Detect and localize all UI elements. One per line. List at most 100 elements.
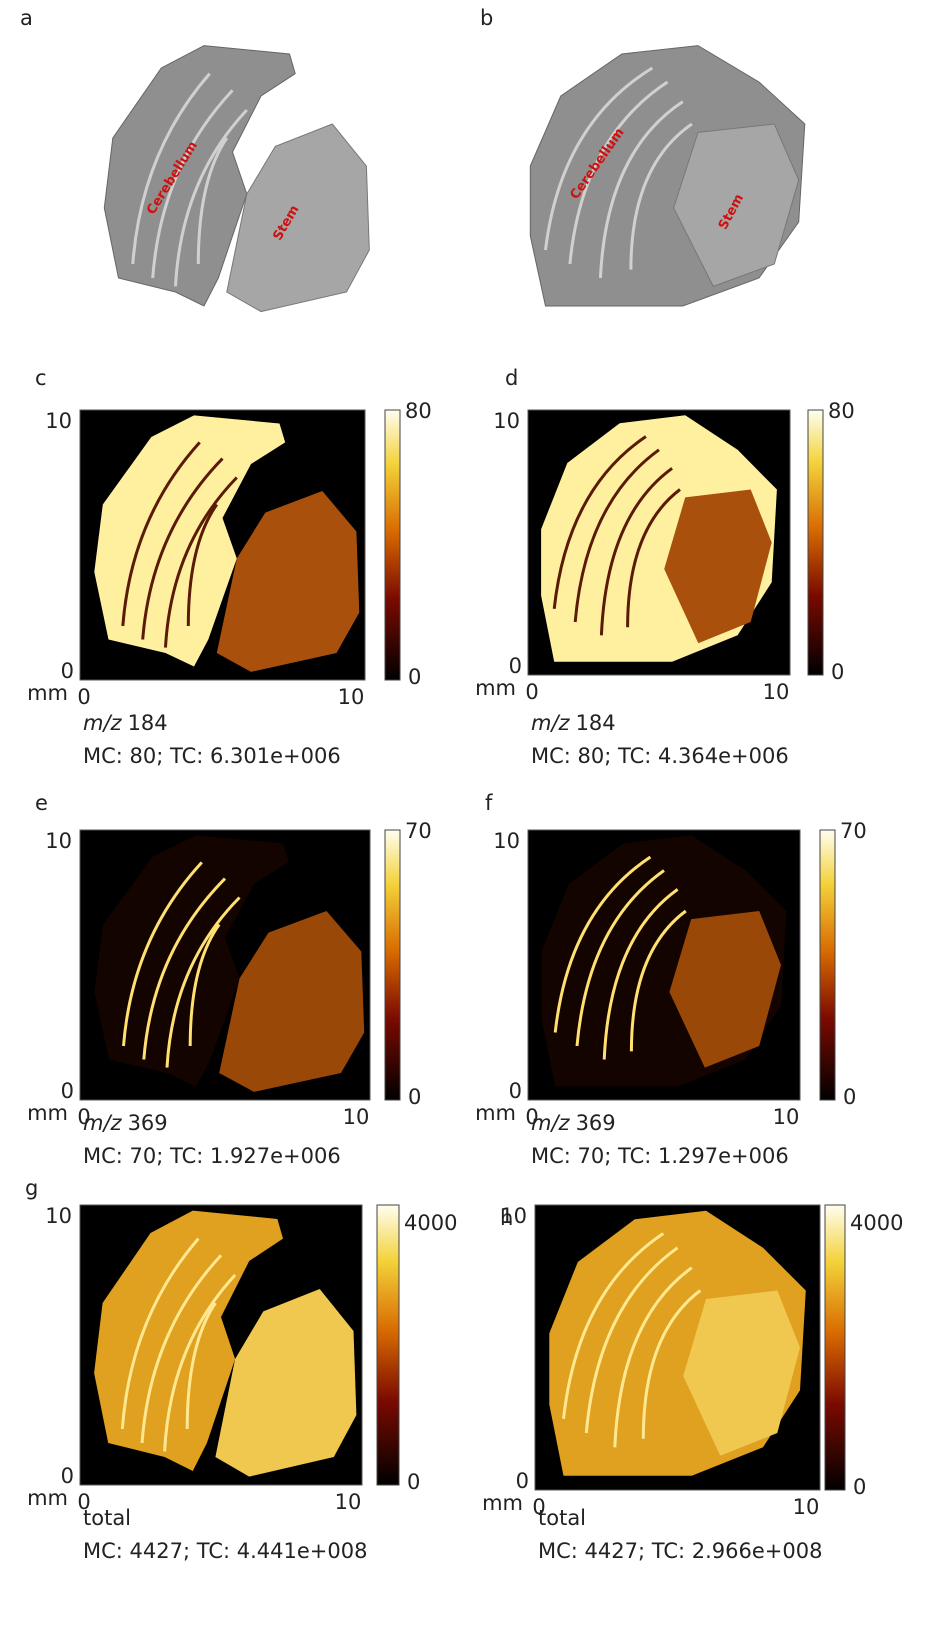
ion-label: m/z 184 [83, 711, 168, 735]
ion-label-value: 184 [576, 711, 616, 735]
panel-letter: h [500, 1206, 513, 1230]
tissue-stem [216, 491, 360, 672]
unit-label: mm [27, 681, 68, 705]
y-tick-label: 10 [45, 1204, 72, 1228]
y-tick-label: 10 [45, 829, 72, 853]
tissue-fold [141, 457, 224, 640]
tissue-stem [673, 123, 800, 288]
x-tick-label: 10 [343, 1105, 370, 1129]
colorbar [819, 829, 836, 1101]
tissue-fold [626, 488, 681, 628]
tissue-fold [185, 1302, 217, 1430]
colorbar [807, 409, 824, 676]
tissue-fold [544, 66, 654, 251]
x-tick-label: 0 [525, 680, 538, 704]
tissue-fold [186, 503, 219, 627]
tissue-fold [122, 861, 203, 1047]
ion-label-italic: m/z [531, 711, 571, 735]
panel-letter: c [35, 366, 47, 390]
colorbar-max: 80 [828, 399, 855, 423]
tissue-fold [552, 435, 647, 609]
ion-label-italic: m/z [83, 1111, 123, 1135]
ion-label: m/z 369 [83, 1111, 168, 1135]
x-tick-label: 10 [793, 1495, 820, 1519]
colorbar [384, 409, 401, 681]
tissue-fold [568, 80, 669, 265]
x-tick-label: 10 [763, 680, 790, 704]
ion-stats: MC: 80; TC: 4.364e+006 [531, 744, 789, 768]
tissue-fold [613, 1266, 693, 1448]
ion-stats: MC: 80; TC: 6.301e+006 [83, 744, 341, 768]
unit-label: mm [475, 1101, 516, 1125]
tissue-fold [602, 888, 679, 1060]
colorbar [824, 1204, 846, 1491]
tissue-fold [121, 441, 201, 627]
ion-label-value: total [538, 1506, 586, 1530]
x-tick-label: 0 [525, 1105, 538, 1129]
ion-label-italic: m/z [83, 711, 123, 735]
colorbar-min: 0 [408, 665, 421, 689]
y-tick-label: 0 [509, 1079, 522, 1103]
ion-label: m/z 369 [531, 1111, 616, 1135]
colorbar-min: 0 [853, 1475, 866, 1499]
tissue-fold [553, 855, 652, 1033]
ion-stats: MC: 70; TC: 1.927e+006 [83, 1144, 341, 1168]
x-tick-label: 10 [335, 1490, 362, 1514]
ion-label: m/z 184 [531, 711, 616, 735]
tissue-fold [573, 448, 660, 623]
ion-label-value: 184 [128, 711, 168, 735]
tissue-fold [140, 1254, 223, 1444]
tissue-fold [196, 137, 229, 265]
tissue-fold [584, 1246, 679, 1434]
y-tick-label: 10 [493, 409, 520, 433]
tissue-fold [163, 1273, 237, 1452]
tissue-fold [575, 869, 665, 1047]
tissue-fold [562, 1232, 665, 1419]
colorbar-max: 70 [840, 819, 867, 843]
tissue-fold [151, 89, 234, 279]
y-tick-label: 0 [61, 659, 74, 683]
ion-stats: MC: 70; TC: 1.297e+006 [531, 1144, 789, 1168]
unit-label: mm [27, 1486, 68, 1510]
tissue-fold [629, 909, 687, 1052]
colorbar-min: 0 [831, 660, 844, 684]
x-tick-label: 10 [338, 685, 365, 709]
tissue-fold [188, 923, 221, 1047]
panel-letter: a [20, 6, 33, 30]
ion-stats: MC: 4427; TC: 4.441e+008 [83, 1539, 367, 1563]
colorbar-max: 70 [405, 819, 432, 843]
unit-label: mm [27, 1101, 68, 1125]
tissue-stem [664, 489, 772, 644]
panel-letter: e [35, 791, 48, 815]
tissue-fold [142, 877, 227, 1060]
tissue-fold [120, 1237, 200, 1430]
colorbar [384, 829, 401, 1101]
y-tick-label: 10 [45, 409, 72, 433]
ion-label: total [83, 1506, 131, 1530]
tissue-stem [669, 911, 781, 1068]
panel-letter: f [485, 791, 493, 815]
ion-stats: MC: 4427; TC: 2.966e+008 [538, 1539, 822, 1563]
panel-letter: d [505, 366, 518, 390]
x-tick-label: 0 [532, 1495, 545, 1519]
y-tick-label: 10 [500, 1204, 527, 1228]
tissue-stem [683, 1290, 800, 1456]
x-tick-label: 0 [77, 1490, 90, 1514]
tissue-cerebellum [94, 835, 289, 1087]
y-tick-label: 0 [509, 654, 522, 678]
y-tick-label: 0 [61, 1079, 74, 1103]
tissue-stem [215, 1289, 357, 1477]
colorbar-min: 0 [843, 1085, 856, 1109]
unit-label: mm [482, 1491, 523, 1515]
x-tick-label: 0 [77, 1105, 90, 1129]
ion-label-value: 369 [576, 1111, 616, 1135]
panel-letter: g [25, 1176, 38, 1200]
y-tick-label: 0 [61, 1464, 74, 1488]
colorbar-min: 0 [407, 1470, 420, 1494]
tissue-stem [226, 123, 370, 313]
colorbar-max: 4000 [404, 1211, 457, 1235]
tissue-fold [598, 100, 684, 279]
colorbar [376, 1204, 400, 1486]
